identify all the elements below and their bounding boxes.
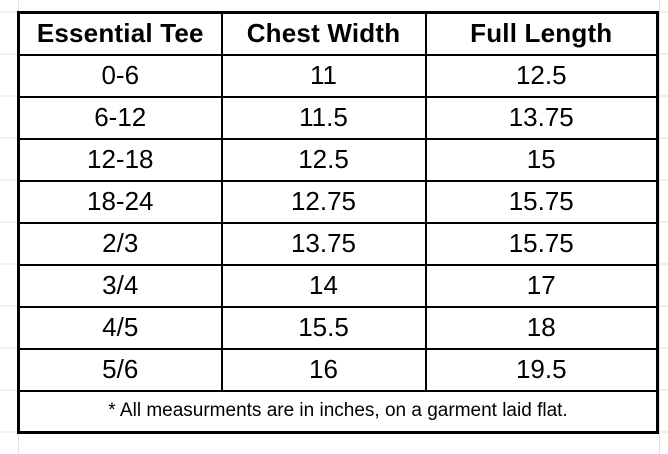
table-row: 5/6 16 19.5 (17, 347, 659, 392)
length-cell[interactable]: 18 (424, 305, 659, 350)
table-row: 6-12 11.5 13.75 (17, 95, 659, 140)
table-row: 18-24 12.75 15.75 (17, 179, 659, 224)
header-cell-essential-tee[interactable]: Essential Tee (17, 11, 223, 56)
chest-cell[interactable]: 12.75 (220, 179, 427, 224)
chest-cell[interactable]: 11.5 (220, 95, 427, 140)
table-row: 0-6 11 12.5 (17, 53, 659, 98)
size-cell[interactable]: 0-6 (17, 53, 223, 98)
table-row: 12-18 12.5 15 (17, 137, 659, 182)
gridline-vertical-right (659, 0, 661, 454)
header-cell-full-length[interactable]: Full Length (424, 11, 659, 56)
size-cell[interactable]: 5/6 (17, 347, 223, 392)
length-cell[interactable]: 15.75 (424, 221, 659, 266)
length-cell[interactable]: 19.5 (424, 347, 659, 392)
header-row: Essential Tee Chest Width Full Length (17, 11, 659, 56)
size-cell[interactable]: 18-24 (17, 179, 223, 224)
chest-cell[interactable]: 16 (220, 347, 427, 392)
size-cell[interactable]: 6-12 (17, 95, 223, 140)
size-chart-table: Essential Tee Chest Width Full Length 0-… (17, 11, 659, 434)
chest-cell[interactable]: 15.5 (220, 305, 427, 350)
chest-cell[interactable]: 12.5 (220, 137, 427, 182)
length-cell[interactable]: 15.75 (424, 179, 659, 224)
footnote-cell[interactable]: * All measurments are in inches, on a ga… (17, 389, 659, 434)
size-cell[interactable]: 2/3 (17, 221, 223, 266)
chest-cell[interactable]: 14 (220, 263, 427, 308)
length-cell[interactable]: 17 (424, 263, 659, 308)
length-cell[interactable]: 13.75 (424, 95, 659, 140)
size-cell[interactable]: 3/4 (17, 263, 223, 308)
table-row: 2/3 13.75 15.75 (17, 221, 659, 266)
size-chart: Essential Tee Chest Width Full Length 0-… (17, 11, 659, 434)
header-cell-chest-width[interactable]: Chest Width (220, 11, 427, 56)
table-row: 4/5 15.5 18 (17, 305, 659, 350)
size-cell[interactable]: 4/5 (17, 305, 223, 350)
length-cell[interactable]: 12.5 (424, 53, 659, 98)
footnote-row: * All measurments are in inches, on a ga… (17, 389, 659, 434)
table-row: 3/4 14 17 (17, 263, 659, 308)
chest-cell[interactable]: 13.75 (220, 221, 427, 266)
chest-cell[interactable]: 11 (220, 53, 427, 98)
size-cell[interactable]: 12-18 (17, 137, 223, 182)
length-cell[interactable]: 15 (424, 137, 659, 182)
